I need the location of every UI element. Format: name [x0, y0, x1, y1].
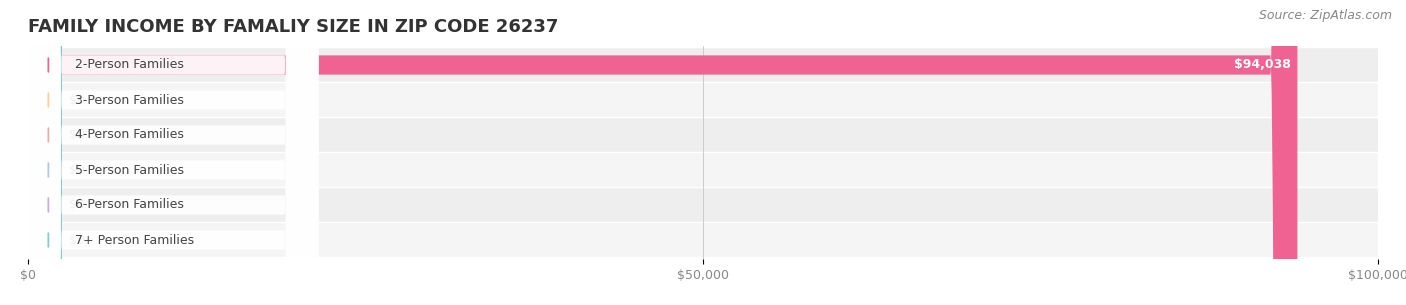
Text: $94,038: $94,038	[1234, 59, 1291, 71]
FancyBboxPatch shape	[28, 0, 318, 305]
FancyBboxPatch shape	[28, 0, 318, 305]
FancyBboxPatch shape	[28, 48, 1378, 82]
Text: FAMILY INCOME BY FAMALIY SIZE IN ZIP CODE 26237: FAMILY INCOME BY FAMALIY SIZE IN ZIP COD…	[28, 18, 558, 36]
Text: $0: $0	[69, 199, 84, 211]
FancyBboxPatch shape	[28, 0, 318, 305]
FancyBboxPatch shape	[28, 0, 62, 305]
FancyBboxPatch shape	[28, 0, 318, 305]
FancyBboxPatch shape	[28, 0, 62, 305]
Text: $0: $0	[69, 163, 84, 177]
FancyBboxPatch shape	[28, 0, 318, 305]
FancyBboxPatch shape	[28, 153, 1378, 187]
Text: $0: $0	[69, 128, 84, 142]
FancyBboxPatch shape	[28, 188, 1378, 222]
Text: 3-Person Families: 3-Person Families	[75, 94, 183, 106]
FancyBboxPatch shape	[28, 0, 318, 305]
Text: 2-Person Families: 2-Person Families	[75, 59, 183, 71]
Text: 4-Person Families: 4-Person Families	[75, 128, 183, 142]
FancyBboxPatch shape	[28, 0, 62, 305]
Text: Source: ZipAtlas.com: Source: ZipAtlas.com	[1258, 9, 1392, 22]
FancyBboxPatch shape	[28, 83, 1378, 117]
Text: $0: $0	[69, 234, 84, 246]
FancyBboxPatch shape	[28, 223, 1378, 257]
Text: 7+ Person Families: 7+ Person Families	[75, 234, 194, 246]
Text: $0: $0	[69, 94, 84, 106]
FancyBboxPatch shape	[28, 0, 62, 305]
FancyBboxPatch shape	[28, 118, 1378, 152]
FancyBboxPatch shape	[28, 0, 1298, 305]
Text: 6-Person Families: 6-Person Families	[75, 199, 183, 211]
Text: 5-Person Families: 5-Person Families	[75, 163, 184, 177]
FancyBboxPatch shape	[28, 0, 62, 305]
